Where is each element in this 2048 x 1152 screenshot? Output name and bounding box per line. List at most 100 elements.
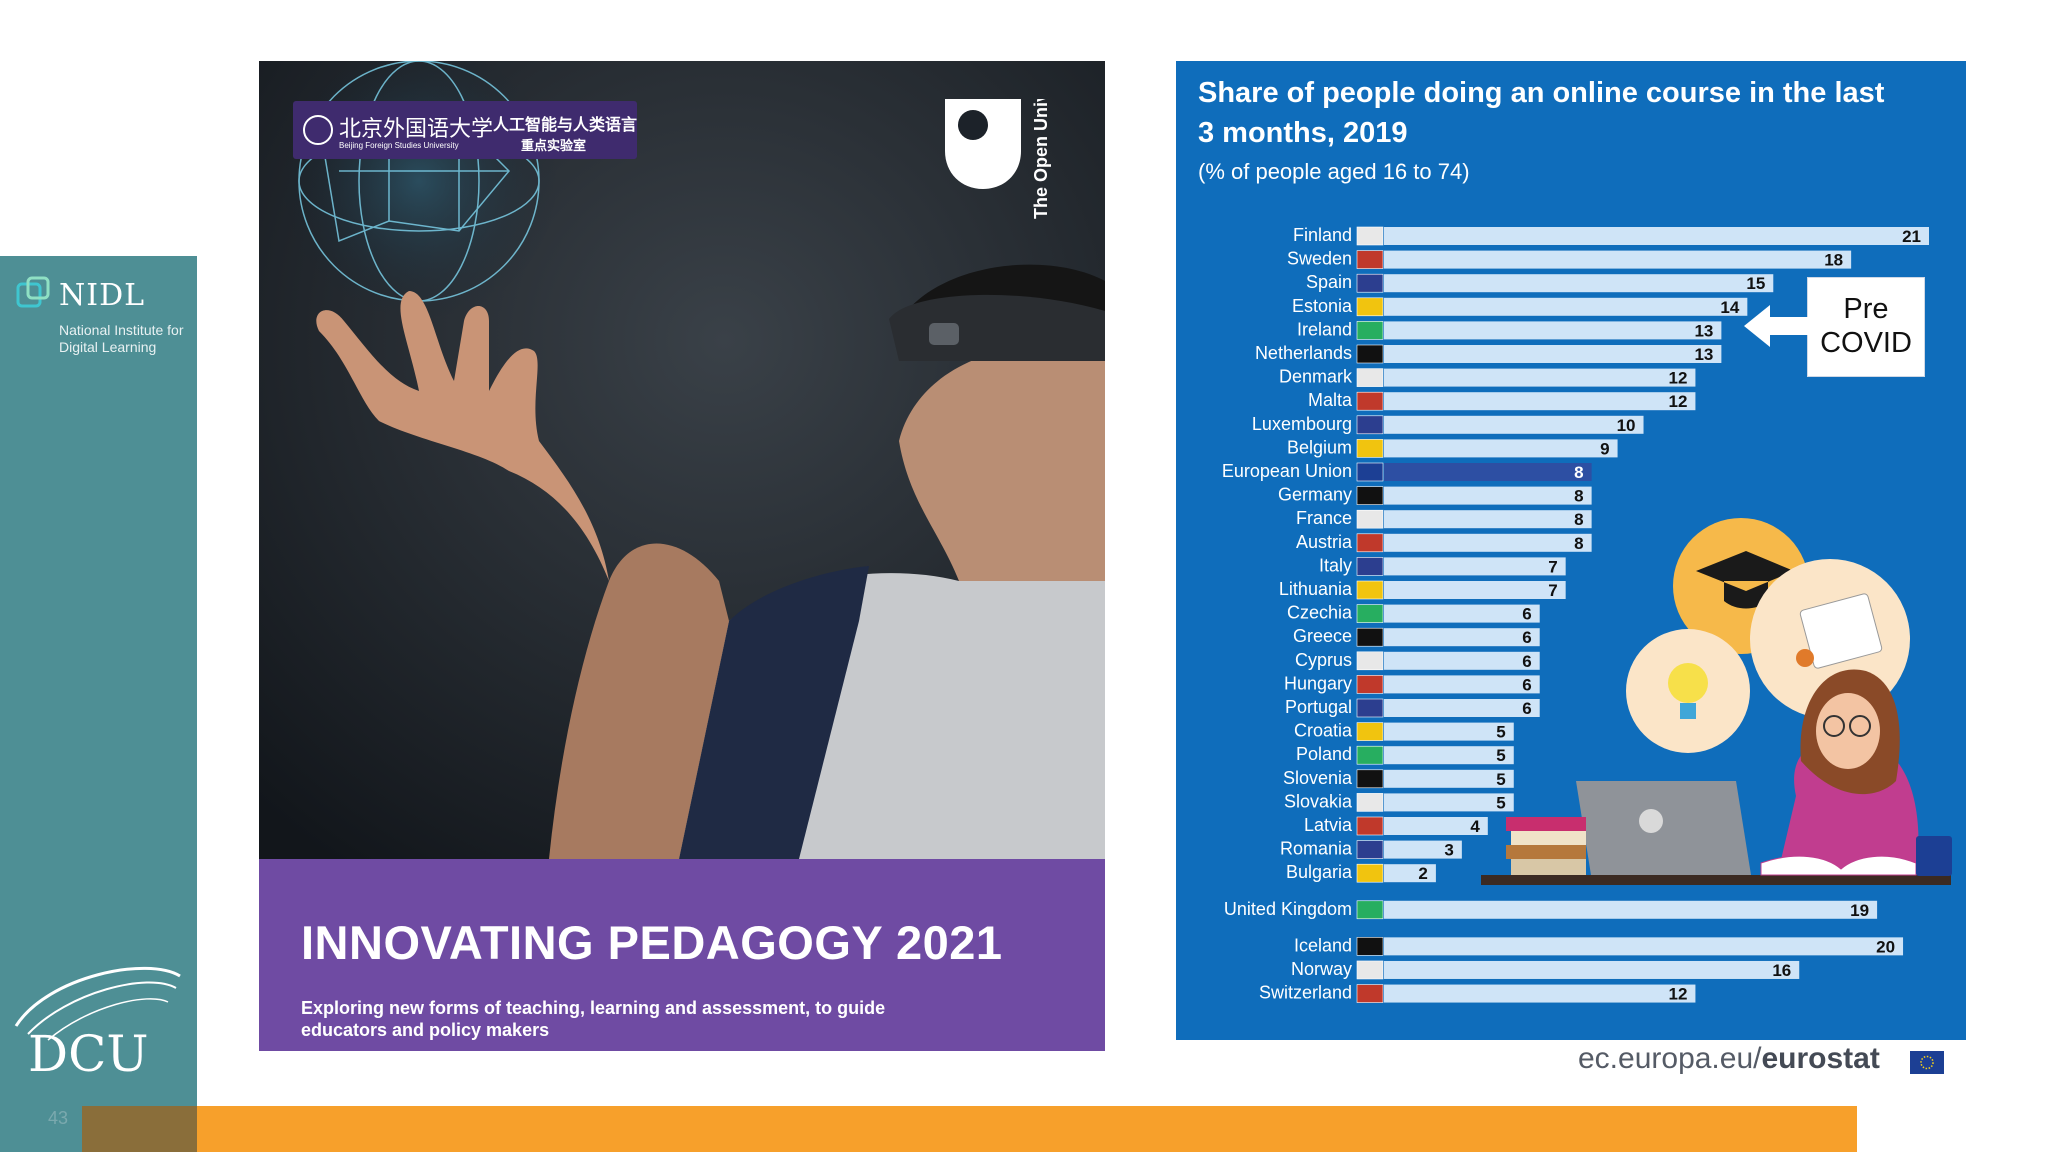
source-prefix: ec.europa.eu/ <box>1578 1042 1762 1075</box>
category-label-netherlands: Netherlands <box>1255 343 1352 363</box>
bar-iceland <box>1384 937 1904 956</box>
nidl-subtitle: National Institute for Digital Learning <box>59 322 184 355</box>
callout-arrow-icon <box>1744 305 1810 347</box>
flag-icon-united-kingdom <box>1356 900 1384 920</box>
flag-icon-switzerland <box>1356 984 1384 1003</box>
publisher-name: The Open University <box>1031 99 1051 219</box>
flag-icon-romania <box>1356 840 1384 859</box>
data-label-france: 8 <box>1574 510 1583 529</box>
bar-slovenia <box>1384 769 1514 788</box>
partner-lab-line2: 重点实验室 <box>521 138 587 153</box>
data-label-norway: 16 <box>1772 961 1791 980</box>
category-label-romania: Romania <box>1280 839 1353 859</box>
flag-icon-netherlands <box>1356 344 1384 364</box>
data-label-greece: 6 <box>1522 628 1531 647</box>
bar-slovakia <box>1384 793 1514 812</box>
data-label-belgium: 9 <box>1600 439 1609 458</box>
laptop-icon <box>1576 781 1751 875</box>
cover-title: INNOVATING PEDAGOGY 2021 <box>301 916 1003 969</box>
category-label-belgium: Belgium <box>1287 437 1352 457</box>
books-icon <box>1506 817 1586 831</box>
bar-czechia <box>1384 604 1540 623</box>
source-bold: eurostat <box>1761 1042 1880 1075</box>
bottom-accent-bar-dark <box>82 1106 197 1152</box>
category-label-italy: Italy <box>1319 555 1352 575</box>
report-cover: 北京外国语大学 Beijing Foreign Studies Universi… <box>259 61 1105 1051</box>
bar-european-union <box>1384 463 1592 481</box>
data-label-italy: 7 <box>1548 557 1557 576</box>
flag-icon-slovenia <box>1356 769 1384 789</box>
bar-greece <box>1384 628 1540 647</box>
chart-title: Share of people doing an online course i… <box>1198 77 1885 149</box>
partner-seal-icon <box>303 115 333 145</box>
lightbulb-icon <box>1668 663 1708 703</box>
partner-lab-line1: 人工智能与人类语言 <box>493 117 638 134</box>
flag-icon-poland <box>1356 745 1384 765</box>
open-book-icon <box>1760 855 1917 876</box>
category-label-cyprus: Cyprus <box>1295 650 1352 670</box>
flag-icon-denmark <box>1356 368 1384 387</box>
bar-norway <box>1384 960 1800 979</box>
category-label-estonia: Estonia <box>1292 296 1353 316</box>
flag-icon-sweden <box>1356 250 1384 269</box>
callout-line2: COVID <box>1820 327 1912 359</box>
data-label-lithuania: 7 <box>1548 581 1557 600</box>
category-label-slovenia: Slovenia <box>1283 768 1353 788</box>
data-label-slovenia: 5 <box>1496 770 1505 789</box>
slide-number: 43 <box>48 1108 69 1128</box>
category-label-norway: Norway <box>1291 959 1352 979</box>
data-label-ireland: 13 <box>1694 321 1713 340</box>
bar-cyprus <box>1384 651 1540 670</box>
bar-chart: Finland 21 Sweden 18 Spain 15 Estonia 14 Ireland… <box>1222 225 1952 1004</box>
bar-denmark <box>1384 368 1696 387</box>
flag-icon-luxembourg <box>1356 415 1384 435</box>
source-credit: ec.europa.eu/eurostat <box>1578 1042 1880 1076</box>
data-label-bulgaria: 2 <box>1418 864 1427 883</box>
category-label-germany: Germany <box>1278 485 1352 505</box>
dcu-logo-text: DCU <box>28 1025 148 1076</box>
category-label-lithuania: Lithuania <box>1279 579 1353 599</box>
data-label-european-union: 8 <box>1574 463 1583 482</box>
data-label-czechia: 6 <box>1522 605 1531 624</box>
data-label-denmark: 12 <box>1669 369 1688 388</box>
data-label-austria: 8 <box>1574 534 1583 553</box>
bar-luxembourg <box>1384 415 1644 434</box>
bar-belgium <box>1384 439 1618 458</box>
flag-icon-european-union <box>1356 462 1384 482</box>
flag-icon-hungary <box>1356 675 1384 694</box>
data-label-spain: 15 <box>1746 274 1765 293</box>
cover-title-band: INNOVATING PEDAGOGY 2021 Exploring new f… <box>259 859 1105 1051</box>
category-label-switzerland: Switzerland <box>1259 983 1352 1003</box>
flag-icon-cyprus <box>1356 651 1384 671</box>
sidebar: NIDL National Institute for Digital Lear… <box>0 256 197 1152</box>
bar-netherlands <box>1384 345 1722 363</box>
flag-icon-italy <box>1356 557 1384 576</box>
category-label-hungary: Hungary <box>1284 673 1352 693</box>
data-label-finland: 21 <box>1902 227 1921 246</box>
flag-icon-croatia <box>1356 722 1384 741</box>
flag-icon-czechia <box>1356 604 1384 623</box>
flag-icon-lithuania <box>1356 580 1384 600</box>
flag-icon-malta <box>1356 391 1384 411</box>
category-label-iceland: Iceland <box>1294 935 1352 955</box>
flag-icon-finland <box>1356 226 1384 246</box>
pre-covid-callout: Pre COVID <box>1807 277 1925 377</box>
category-label-ireland: Ireland <box>1297 319 1352 339</box>
bar-ireland <box>1384 321 1722 340</box>
data-label-switzerland: 12 <box>1669 985 1688 1004</box>
bar-france <box>1384 510 1592 529</box>
bar-finland <box>1384 227 1929 245</box>
bar-portugal <box>1384 699 1540 717</box>
bar-estonia <box>1384 297 1748 316</box>
data-label-poland: 5 <box>1496 746 1505 765</box>
category-label-latvia: Latvia <box>1304 815 1353 835</box>
data-label-netherlands: 13 <box>1694 345 1713 364</box>
category-label-poland: Poland <box>1296 744 1352 764</box>
category-label-austria: Austria <box>1296 532 1353 552</box>
category-label-portugal: Portugal <box>1285 697 1352 717</box>
bar-spain <box>1384 274 1774 293</box>
bar-lithuania <box>1384 581 1566 599</box>
flag-icon-estonia <box>1356 297 1384 317</box>
category-label-spain: Spain <box>1306 272 1352 292</box>
category-label-luxembourg: Luxembourg <box>1252 414 1352 434</box>
